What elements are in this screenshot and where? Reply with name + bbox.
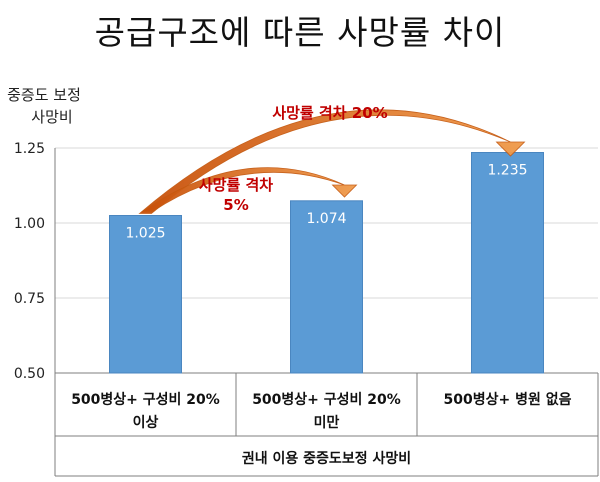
bar xyxy=(109,215,182,374)
bar-value-label: 1.025 xyxy=(125,226,165,242)
y-tick-label: 0.75 xyxy=(14,291,45,307)
x-category-label: 500병상+ 구성비 20% xyxy=(71,391,220,408)
y-tick-label: 1.25 xyxy=(14,141,45,157)
x-axis-label: 권내 이용 중증도보정 사망비 xyxy=(242,450,411,467)
x-category-label: 이상 xyxy=(133,414,159,431)
x-category-label: 500병상+ 병원 없음 xyxy=(444,391,572,408)
y-tick-label: 1.00 xyxy=(14,216,45,232)
annotation-label: 사망률 격차 xyxy=(199,176,273,194)
annotation-arrow xyxy=(141,167,358,212)
x-category-label: 500병상+ 구성비 20% xyxy=(252,391,401,408)
y-tick-label: 0.50 xyxy=(14,366,45,382)
x-category-label: 미만 xyxy=(314,415,340,431)
annotation-label: 사망률 격차 20% xyxy=(272,104,387,122)
bar-value-label: 1.074 xyxy=(306,211,346,227)
chart-title: 공급구조에 따른 사망률 차이 xyxy=(94,13,506,52)
bar-value-label: 1.235 xyxy=(487,163,527,179)
y-axis-label: 사망비 xyxy=(31,108,72,126)
annotation-arrow xyxy=(138,109,526,214)
bar xyxy=(471,152,544,374)
bar xyxy=(290,200,363,374)
annotation-label: 5% xyxy=(223,196,248,214)
y-axis-label: 중증도 보정 xyxy=(7,86,81,104)
